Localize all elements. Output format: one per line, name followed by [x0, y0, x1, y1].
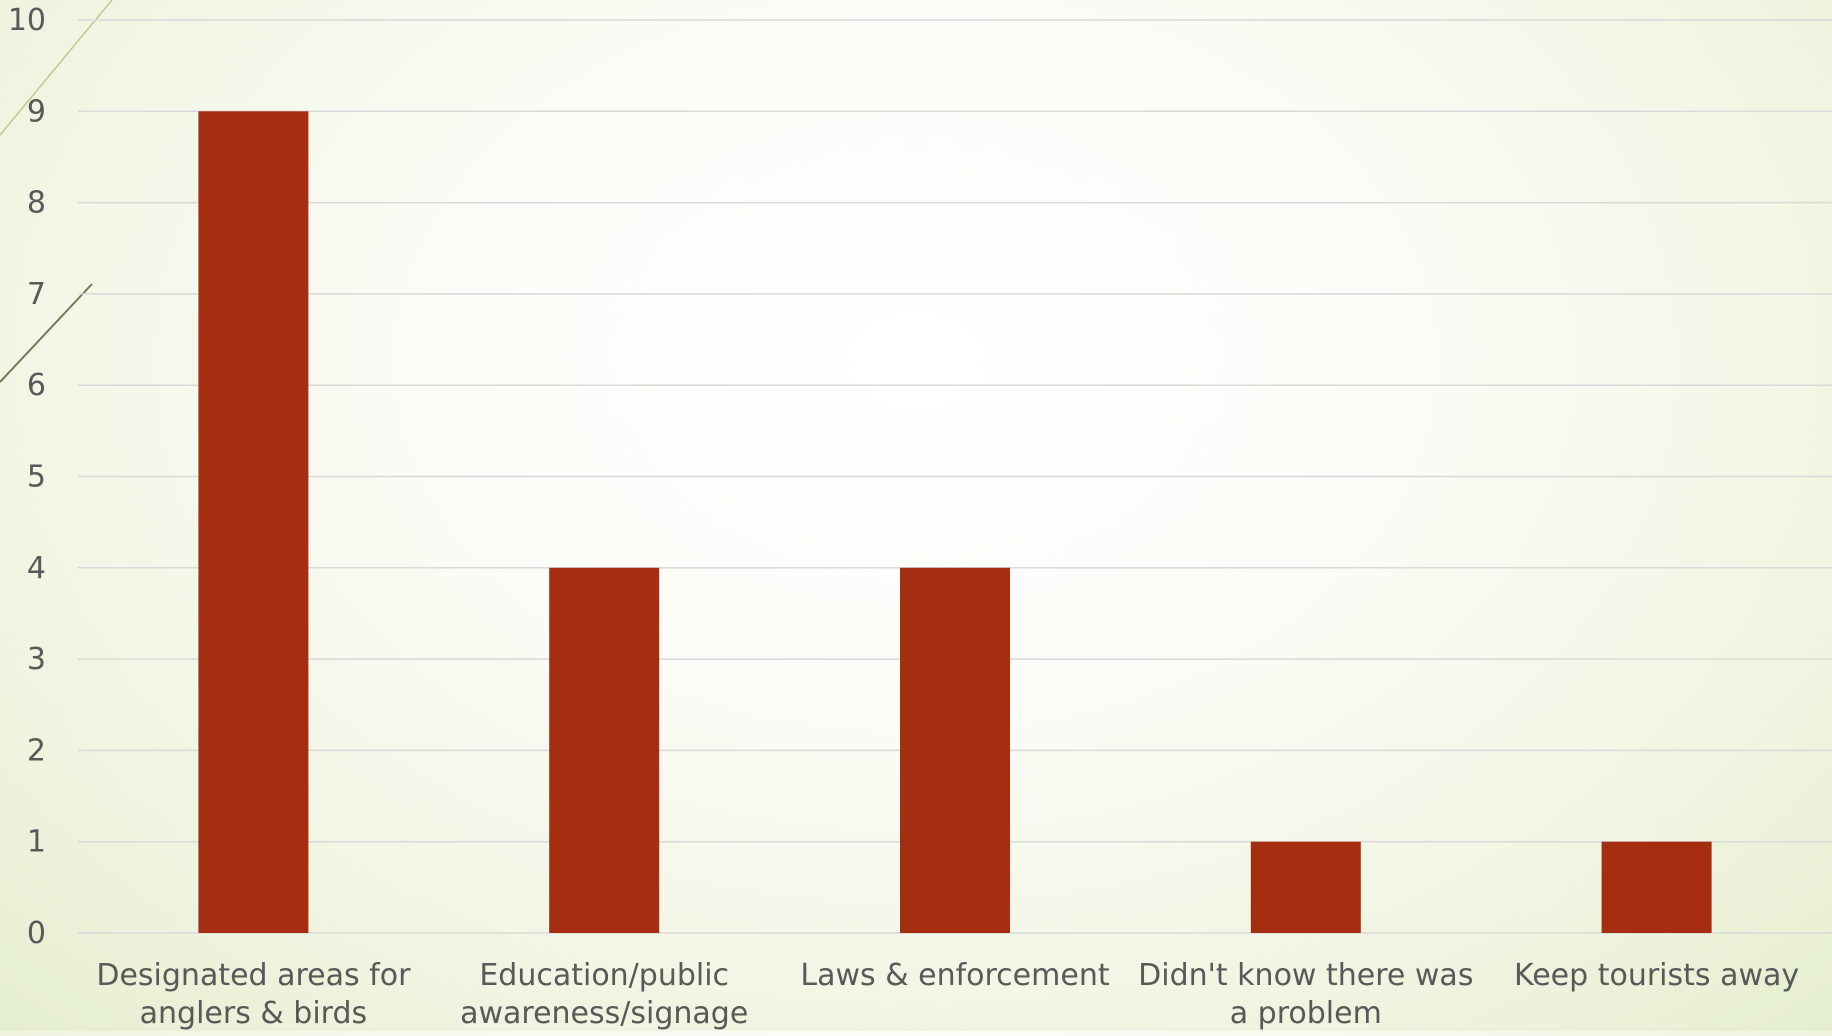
- bar: [549, 567, 660, 933]
- x-category-label-line: awareness/signage: [460, 996, 748, 1031]
- y-tick-label: 8: [27, 186, 46, 221]
- bar: [1601, 841, 1712, 933]
- x-category-label-line: a problem: [1230, 996, 1382, 1031]
- x-category-label: Keep tourists away: [1514, 958, 1799, 993]
- decorative-lines: [0, 0, 113, 383]
- y-axis-ticks: 0 1 2 3 4 5 6 7 8 9 10: [8, 3, 46, 951]
- x-category-label-line: Keep tourists away: [1514, 958, 1799, 993]
- x-category-label: Education/public awareness/signage: [460, 958, 748, 1031]
- y-tick-label: 7: [27, 277, 46, 312]
- x-category-label: Designated areas for anglers & birds: [96, 958, 411, 1031]
- y-tick-label: 9: [27, 94, 46, 129]
- x-category-label-line: anglers & birds: [140, 996, 368, 1031]
- bar: [900, 567, 1010, 933]
- x-category-label-line: Designated areas for: [96, 958, 411, 993]
- bar: [198, 111, 309, 934]
- bars: [198, 111, 1712, 934]
- y-tick-label: 0: [27, 916, 46, 951]
- y-tick-label: 10: [8, 3, 46, 38]
- bar: [1250, 841, 1361, 933]
- x-category-label-line: Didn't know there was: [1138, 958, 1473, 993]
- y-tick-label: 1: [27, 825, 46, 860]
- decorative-line: [0, 283, 93, 383]
- y-tick-label: 6: [27, 368, 46, 403]
- y-tick-label: 2: [27, 733, 46, 768]
- y-tick-label: 3: [27, 642, 46, 677]
- x-axis-labels: Designated areas for anglers & birds Educa…: [96, 958, 1799, 1031]
- x-category-label: Laws & enforcement: [800, 958, 1109, 993]
- y-tick-label: 5: [27, 460, 46, 495]
- x-category-label-line: Laws & enforcement: [800, 958, 1109, 993]
- x-category-label-line: Education/public: [479, 958, 729, 993]
- x-category-label: Didn't know there was a problem: [1138, 958, 1473, 1031]
- decorative-line: [0, 0, 113, 136]
- y-tick-label: 4: [27, 551, 46, 586]
